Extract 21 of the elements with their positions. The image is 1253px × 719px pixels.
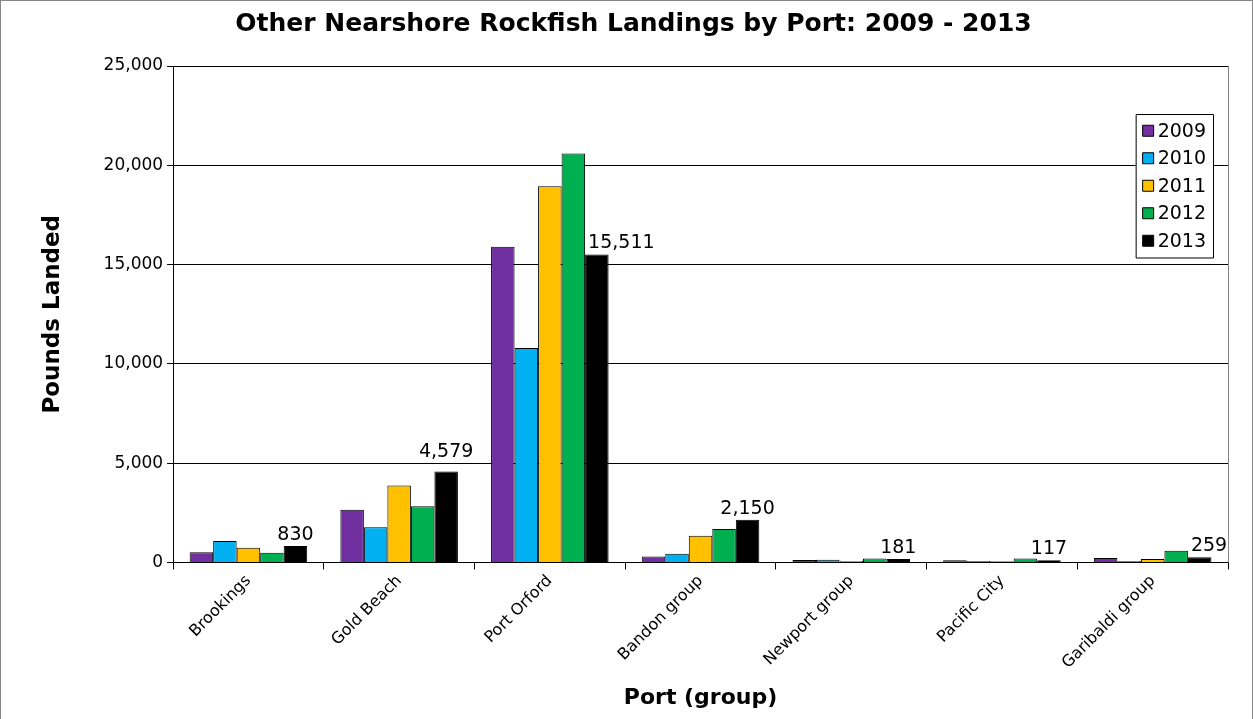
legend-label: 2009 [1157, 118, 1207, 141]
data-label: 4,579 [418, 439, 474, 462]
legend-label: 2012 [1157, 201, 1207, 224]
chart-title: Other Nearshore Rockfish Landings by Port: 2009 - 2013 [235, 7, 1032, 37]
y-axis-title: Pounds Landed [37, 214, 64, 414]
legend-label: 2010 [1157, 146, 1207, 169]
y-tick-label: 10,000 [103, 352, 164, 373]
y-tick-label: 5,000 [114, 451, 164, 472]
y-tick-label: 25,000 [103, 54, 164, 75]
data-label: 117 [1030, 536, 1068, 559]
y-tick-label: 0 [152, 550, 164, 571]
x-axis-title: Port (group) [623, 683, 778, 709]
y-tick-label: 15,000 [103, 253, 164, 274]
data-label: 259 [1190, 533, 1228, 556]
legend-label: 2013 [1157, 228, 1207, 251]
data-label: 2,150 [720, 495, 775, 518]
legend-label: 2011 [1157, 173, 1207, 196]
data-label: 181 [880, 534, 917, 557]
y-tick-label: 20,000 [103, 153, 164, 174]
data-label: 15,511 [588, 230, 655, 253]
data-label: 830 [277, 522, 314, 545]
